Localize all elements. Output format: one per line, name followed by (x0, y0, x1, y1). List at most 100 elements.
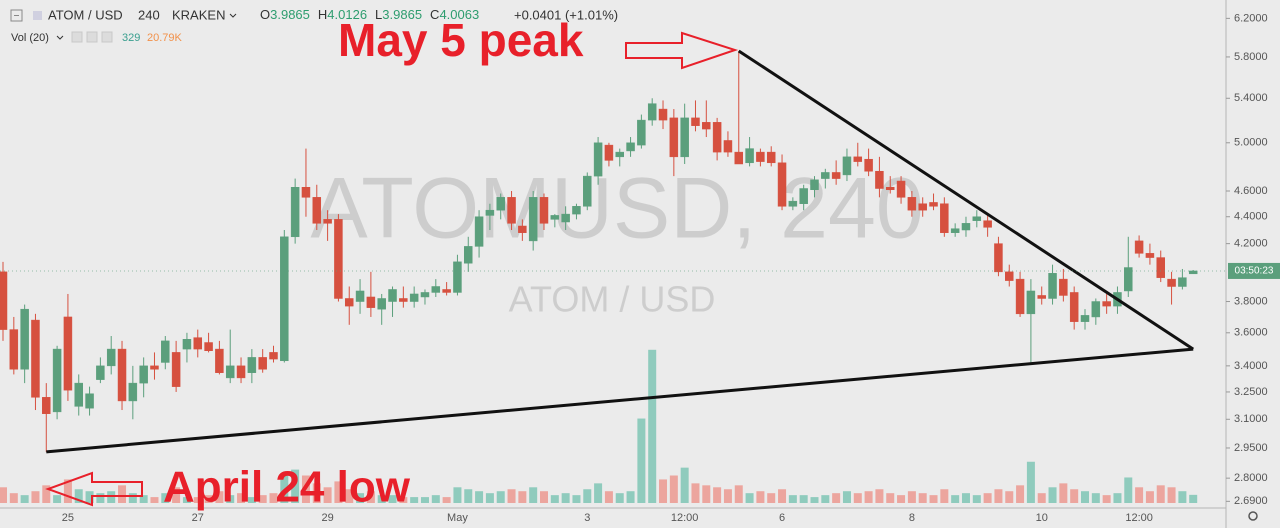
volume-bar (1135, 487, 1144, 503)
candle-body (734, 151, 744, 165)
candle-body (647, 103, 657, 121)
indicator-icon[interactable] (86, 31, 98, 43)
x-tick-label: 3 (584, 512, 590, 524)
volume-bar (1189, 494, 1198, 503)
candle-body (431, 286, 441, 293)
candle-body (193, 337, 203, 350)
candle-body (85, 393, 94, 409)
ohlc-key: L (375, 7, 382, 22)
volume-bar (778, 489, 787, 503)
indicator-icon[interactable] (71, 31, 83, 43)
volume-bar (1026, 461, 1035, 503)
volume-bar (496, 491, 505, 503)
candle-body (583, 175, 592, 207)
indicator-icon[interactable] (101, 31, 113, 43)
volume-bar (74, 489, 83, 503)
exchange[interactable]: KRAKEN (172, 7, 225, 22)
volume-bar (1178, 491, 1187, 503)
candle-body (994, 243, 1003, 273)
volume-bar (713, 487, 722, 503)
candle-body (1059, 278, 1068, 296)
candle-body (0, 271, 8, 330)
candle-body (442, 289, 451, 293)
candle-body (215, 348, 224, 373)
volume-bar (291, 469, 300, 503)
volume-bar (399, 497, 408, 503)
volume-bar (702, 485, 711, 503)
collapse-icon[interactable] (10, 9, 23, 22)
candle-body (96, 365, 105, 380)
settings-icon[interactable] (1248, 511, 1258, 521)
candle-body (756, 151, 765, 162)
candle-body (637, 119, 646, 146)
volume-bar (377, 495, 386, 503)
candle-body (1124, 267, 1133, 292)
candle-body (1134, 240, 1144, 254)
candle-body (139, 365, 148, 384)
y-tick-label: 3.6000 (1234, 327, 1268, 339)
candle-body (539, 197, 549, 224)
interval[interactable]: 240 (138, 7, 160, 22)
candle-body (626, 142, 635, 152)
settings[interactable] (1248, 511, 1258, 521)
volume-bar (323, 487, 332, 503)
candle-body (355, 290, 365, 302)
x-tick-label: 10 (1036, 512, 1048, 524)
candle-body (301, 187, 311, 198)
candle-body (669, 117, 679, 158)
volume-bar (529, 487, 538, 503)
y-tick-label: 2.8000 (1234, 472, 1268, 484)
volume-bar (85, 491, 94, 503)
candle-body (366, 296, 376, 308)
volume-bar (604, 491, 613, 503)
candle-body (788, 200, 798, 207)
ohlc-value: 4.0126 (327, 7, 367, 22)
candle-body (961, 223, 971, 231)
x-tick-label: 25 (62, 512, 74, 524)
candle-body (896, 180, 906, 198)
volume-label[interactable]: Vol (20) (11, 32, 49, 44)
volume-bar (1081, 491, 1089, 503)
volume-bar (1059, 483, 1068, 503)
candle-body (236, 365, 246, 379)
volume-bar (1070, 489, 1079, 503)
change: +0.0401 (+1.01%) (514, 7, 618, 22)
x-tick-label: 6 (779, 512, 785, 524)
volume-bar (723, 489, 732, 503)
symbol[interactable]: ATOM / USD (48, 7, 123, 22)
volume-bar (128, 493, 137, 503)
candle-body (615, 151, 624, 158)
candle-body (453, 261, 462, 293)
volume-bar (875, 489, 884, 503)
x-tick-label: 8 (909, 512, 915, 524)
volume-bar (626, 491, 635, 503)
candle-body (420, 292, 430, 298)
candle-body (561, 213, 570, 223)
candle-body (290, 187, 300, 238)
y-tick-label: 3.4000 (1234, 360, 1268, 372)
x-tick-label: 29 (321, 512, 333, 524)
candle-body (972, 216, 982, 221)
dropdown-icon[interactable] (229, 13, 237, 18)
volume-bar (637, 418, 646, 503)
candle-body (52, 348, 62, 413)
volume-bar (907, 491, 916, 503)
candle-body (853, 156, 863, 162)
candle-body (1037, 295, 1046, 299)
candle-body (680, 117, 689, 158)
volume-bar (550, 495, 559, 503)
candle-body (1156, 257, 1165, 278)
ohlc-key: H (318, 7, 327, 22)
ohlc-key: C (430, 7, 439, 22)
x-tick-label: 12:00 (1125, 512, 1153, 524)
candle-body (766, 151, 776, 164)
candle-body (723, 140, 733, 153)
volume-bar (561, 493, 570, 503)
volume-bar (150, 497, 159, 503)
candle-body (280, 236, 289, 362)
candle-body (377, 298, 386, 310)
candle-body (604, 144, 614, 161)
dropdown-icon[interactable] (56, 35, 64, 40)
candle-body (1178, 277, 1187, 287)
candle-body (182, 339, 192, 350)
